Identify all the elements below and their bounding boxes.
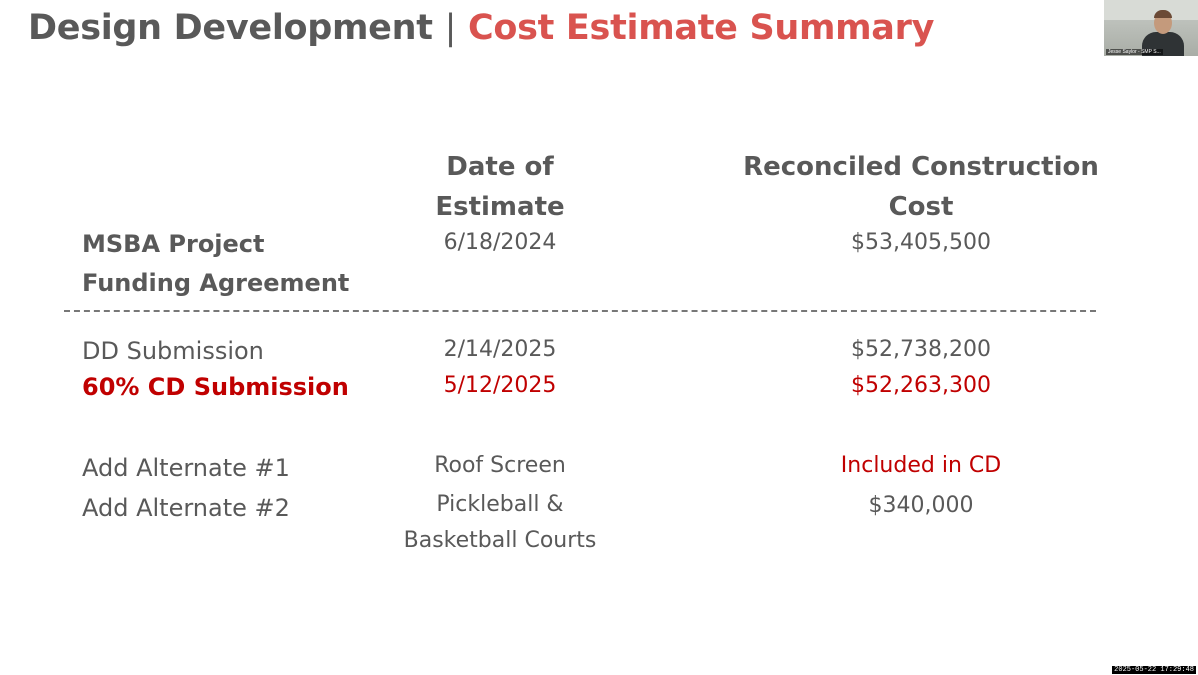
row-cost-msba: $53,405,500 xyxy=(851,230,991,255)
participant-hair xyxy=(1154,10,1172,18)
slide-title: Design Development | Cost Estimate Summa… xyxy=(28,8,934,48)
row-cost-alt1: Included in CD xyxy=(840,453,1002,478)
row-cost-dd: $52,738,200 xyxy=(851,337,991,362)
row-label-dd: DD Submission xyxy=(82,337,264,365)
slide-title-accent: Cost Estimate Summary xyxy=(467,8,935,48)
participant-video-tile[interactable]: Jesse Saylor - SMP S... xyxy=(1104,0,1198,56)
row-date-alt2: Pickleball & Basketball Courts xyxy=(403,492,597,553)
row-date-60cd: 5/12/2025 xyxy=(443,373,557,398)
row-cost-60cd: $52,263,300 xyxy=(851,373,991,398)
slide-title-separator: | xyxy=(444,8,457,48)
slide-title-main: Design Development xyxy=(28,8,433,48)
recording-timestamp: 2025-05-22 17:29:48 xyxy=(1112,666,1196,674)
header-date-of-estimate: Date of Estimate xyxy=(435,152,565,222)
row-label-alt1: Add Alternate #1 xyxy=(82,454,290,482)
row-date-msba: 6/18/2024 xyxy=(443,230,557,255)
header-reconciled-cost: Reconciled Construction Cost xyxy=(743,152,1099,222)
row-cost-alt2: $340,000 xyxy=(868,493,974,518)
row-label-60cd: 60% CD Submission xyxy=(82,373,349,401)
dashed-divider xyxy=(64,310,1096,312)
video-background xyxy=(1104,0,1198,20)
row-label-msba: MSBA Project Funding Agreement xyxy=(82,230,350,297)
participant-name-tag: Jesse Saylor - SMP S... xyxy=(1106,49,1163,55)
row-date-alt1: Roof Screen xyxy=(434,453,566,478)
row-date-dd: 2/14/2025 xyxy=(443,337,557,362)
row-label-alt2: Add Alternate #2 xyxy=(82,494,290,522)
